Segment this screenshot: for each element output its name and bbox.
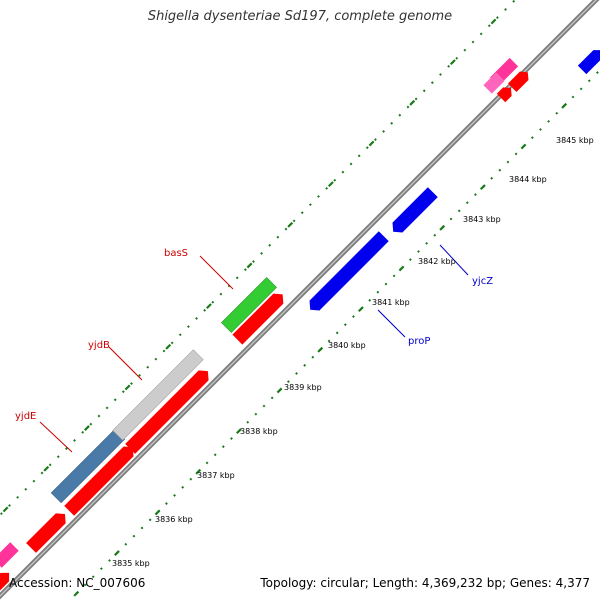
gene-red-6[interactable] <box>507 68 532 93</box>
gene-red-5[interactable] <box>496 84 515 103</box>
gene-yjcZ[interactable] <box>388 187 438 236</box>
gene-pink-upper-2[interactable] <box>483 72 505 94</box>
leader-proP <box>377 309 406 338</box>
gene-label-basS[interactable]: basS <box>164 248 188 259</box>
gene-label-yjdE[interactable]: yjdE <box>15 411 36 422</box>
kbp-scale-labels: 3835 kbp 3836 kbp 3837 kbp 3838 kbp 3839… <box>112 136 594 568</box>
label-leaders <box>39 244 469 453</box>
gene-proP[interactable] <box>305 231 389 314</box>
kbp-label: 3844 kbp <box>509 175 547 184</box>
gene-red-edge[interactable] <box>0 569 13 592</box>
kbp-label: 3838 kbp <box>240 427 278 436</box>
kbp-label: 3837 kbp <box>197 471 235 480</box>
gene-blue-edge[interactable] <box>577 46 600 75</box>
kbp-label: 3842 kbp <box>418 257 456 266</box>
forward-strand-genes <box>0 46 600 568</box>
kbp-label: 3835 kbp <box>112 559 150 568</box>
kbp-label: 3843 kbp <box>463 215 501 224</box>
inner-tick-ring <box>68 68 600 600</box>
kbp-label: 3840 kbp <box>328 341 366 350</box>
gene-pink-lower[interactable] <box>0 542 19 568</box>
gene-red-1[interactable] <box>26 509 70 553</box>
map-title: Shigella dysenteriae Sd197, complete gen… <box>147 9 453 24</box>
kbp-label: 3839 kbp <box>284 383 322 392</box>
kbp-label: 3845 kbp <box>556 136 594 145</box>
reverse-strand-genes <box>0 68 532 592</box>
gene-red-3[interactable] <box>125 366 213 454</box>
gene-red-2[interactable] <box>64 442 138 516</box>
gene-label-proP[interactable]: proP <box>408 336 430 347</box>
kbp-label: 3836 kbp <box>155 515 193 524</box>
leader-yjcZ <box>439 244 469 276</box>
gene-basS[interactable] <box>221 277 277 333</box>
gene-label-group: basS yjdB yjdE proP yjcZ <box>15 248 493 422</box>
inner-minor-ticks <box>68 68 600 600</box>
genome-summary-text: Topology: circular; Length: 4,369,232 bp… <box>260 576 590 590</box>
gene-red-4[interactable] <box>232 289 287 345</box>
gene-label-yjdB[interactable]: yjdB <box>88 340 110 351</box>
gene-label-yjcZ[interactable]: yjcZ <box>472 276 493 287</box>
leader-basS <box>199 255 234 290</box>
kbp-label: 3841 kbp <box>372 298 410 307</box>
accession-text: Accession: NC_007606 <box>9 576 146 590</box>
inner-major-ticks <box>68 68 600 600</box>
gene-yjdB[interactable] <box>112 349 204 441</box>
leader-yjdB <box>108 346 143 381</box>
leader-yjdE <box>39 421 73 453</box>
